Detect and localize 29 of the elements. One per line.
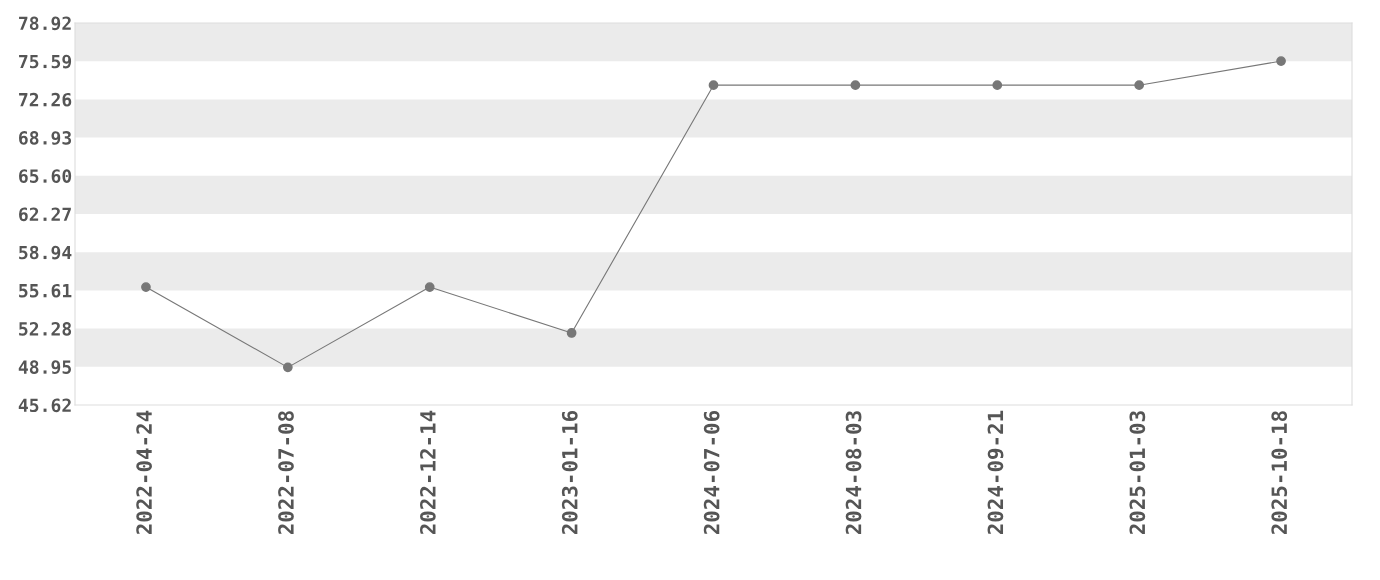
y-tick-label: 68.93 [19,131,72,145]
x-tick-label: 2023-01-16 [561,410,578,535]
y-tick-label: 78.92 [19,16,71,31]
x-tick-label: 2024-07-06 [703,410,720,535]
point [1276,56,1286,66]
point [424,282,435,292]
x-tick-label: 2022-07-08 [278,411,294,535]
point [566,328,577,338]
point [850,80,861,91]
x-tick-label: 2024-09-21 [987,410,1004,535]
point [1134,80,1145,91]
y-tick-label: 62.27 [19,207,71,222]
y-tick-label: 72.26 [19,92,72,107]
point [282,362,293,373]
y-tick-label: 48.95 [18,360,71,374]
point [708,80,719,91]
x-tick-label: 2025-10-18 [1271,411,1288,535]
point [992,80,1003,91]
point [141,282,151,292]
y-tick-label: 52.28 [19,322,72,336]
y-tick-label: 55.61 [19,283,72,298]
y-tick-label: 45.62 [18,398,71,413]
y-tick-label: 58.94 [19,245,72,260]
x-tick-label: 2022-12-14 [420,410,436,535]
x-tick-label: 2024-08-03 [845,411,862,535]
x-tick-label: 2022-04-24 [136,410,152,535]
y-tick-label: 65.60 [19,169,72,183]
y-tick-label: 75.59 [19,54,72,69]
x-tick-label: 2025-01-03 [1129,411,1146,535]
